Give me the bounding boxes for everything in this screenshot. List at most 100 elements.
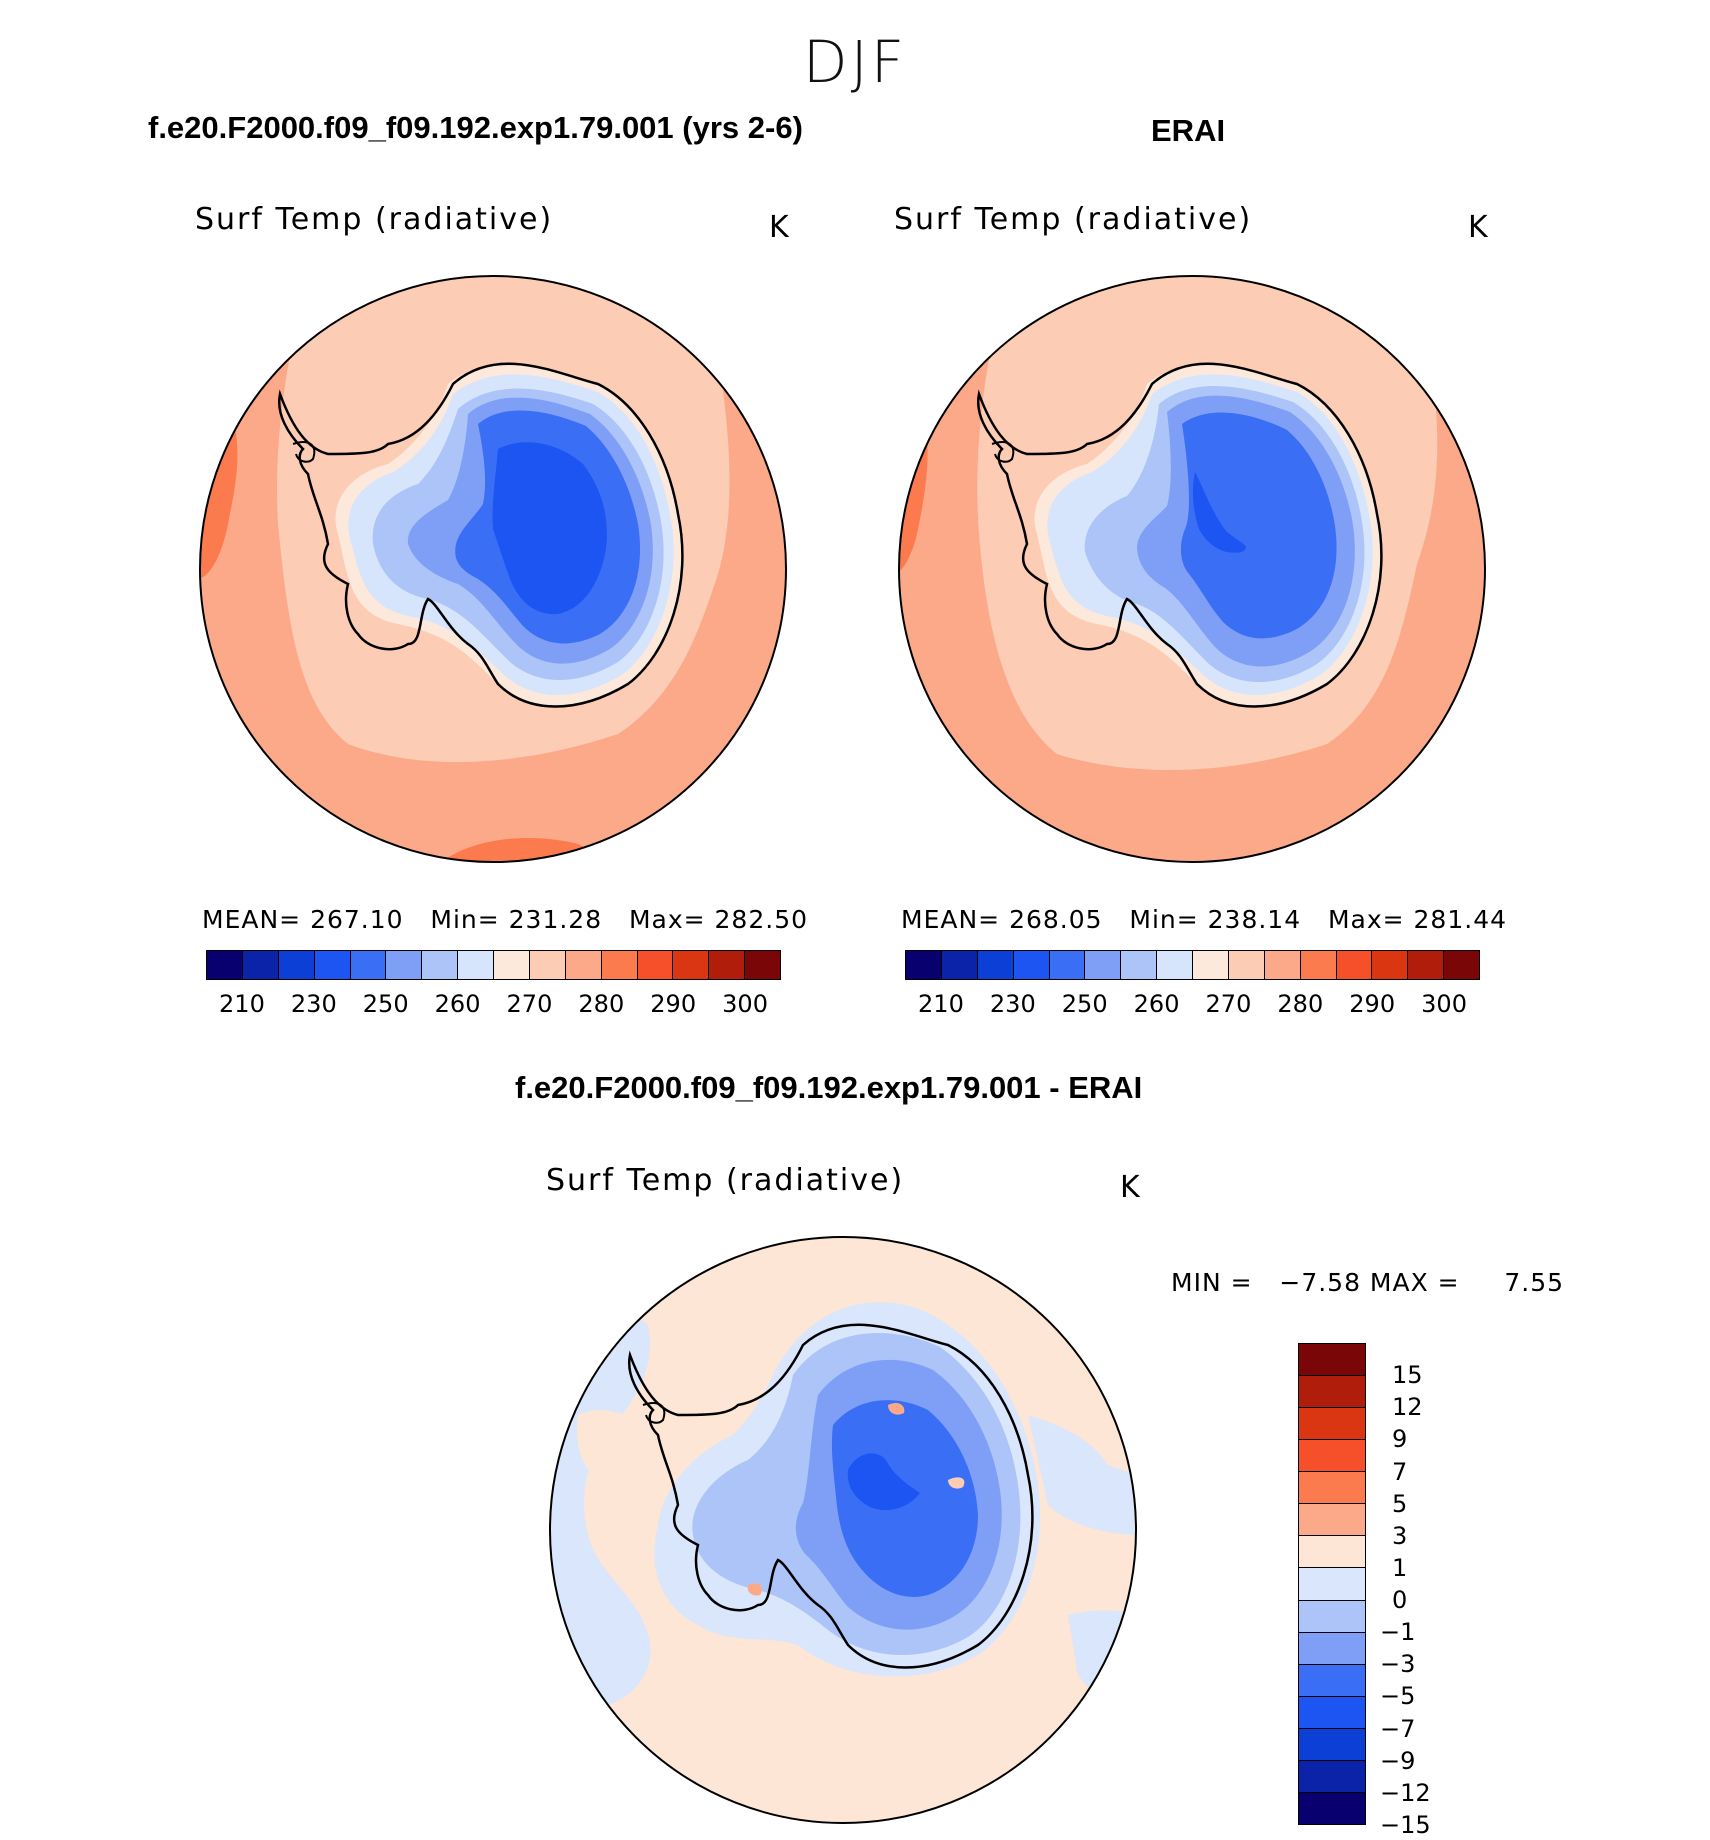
- colorbar-tick-label: 1: [1392, 1553, 1408, 1582]
- colorbar-swatch: [745, 951, 780, 979]
- colorbar-tick-label: 0: [1392, 1586, 1408, 1615]
- colorbar-swatch: [350, 951, 387, 979]
- colorbar-swatch: [941, 951, 978, 979]
- colorbar-tick-label: 9: [1392, 1425, 1408, 1454]
- colorbar-swatch: [1300, 951, 1337, 979]
- colorbar-swatch: [1444, 951, 1479, 979]
- colorbar-tick-label: 230: [989, 990, 1036, 1018]
- colorbar-swatch: [1408, 951, 1445, 979]
- colorbar-tick-label: 210: [219, 990, 265, 1018]
- colorbar-tick-label: 280: [1277, 990, 1324, 1018]
- obs-stats: MEAN= 268.05 Min= 238.14 Max= 281.44: [901, 905, 1508, 934]
- obs-colorbar: [905, 950, 1480, 980]
- colorbar-tick-label: 260: [434, 990, 481, 1018]
- colorbar-swatch: [1085, 951, 1122, 979]
- obs-map: [898, 275, 1486, 863]
- colorbar-tick-label: 12: [1392, 1393, 1423, 1422]
- model-stats: MEAN= 267.10 Min= 231.28 Max= 282.50: [202, 905, 809, 934]
- colorbar-swatch: [1049, 951, 1086, 979]
- colorbar-swatch: [494, 951, 530, 979]
- colorbar-swatch: [709, 951, 746, 979]
- colorbar-tick-label: −3: [1380, 1650, 1416, 1679]
- colorbar-tick-label: 290: [1349, 990, 1396, 1018]
- diff-unit-label: K: [1120, 1170, 1140, 1205]
- colorbar-tick-label: 5: [1392, 1489, 1408, 1518]
- colorbar-swatch: [1372, 951, 1409, 979]
- diff-colorbar-ticks: 15 12 9 7 5 3 1 0 −1 −3 −5 −7 −9 −12 −15: [1380, 1343, 1460, 1839]
- colorbar-swatch: [1299, 1504, 1365, 1537]
- colorbar-tick-label: 3: [1392, 1521, 1408, 1550]
- colorbar-swatch: [1193, 951, 1229, 979]
- colorbar-swatch: [1299, 1568, 1365, 1601]
- diff-colorbar: [1298, 1343, 1366, 1825]
- colorbar-tick-label: 250: [362, 990, 409, 1018]
- obs-unit-label: K: [1468, 210, 1488, 245]
- colorbar-swatch: [1121, 951, 1158, 979]
- colorbar-swatch: [977, 951, 1014, 979]
- colorbar-tick-label: 280: [578, 990, 625, 1018]
- colorbar-tick-label: 230: [290, 990, 337, 1018]
- colorbar-swatch: [1299, 1600, 1365, 1633]
- colorbar-swatch: [1299, 1440, 1365, 1473]
- colorbar-swatch: [207, 951, 243, 979]
- colorbar-swatch: [565, 951, 602, 979]
- colorbar-swatch: [1299, 1376, 1365, 1409]
- colorbar-tick-label: 15: [1392, 1361, 1423, 1390]
- model-colorbar-ticks: 210 230 250 260 270 280 290 300: [206, 990, 781, 1020]
- colorbar-tick-label: −1: [1380, 1618, 1416, 1647]
- colorbar-tick-label: −15: [1380, 1811, 1431, 1839]
- colorbar-tick-label: 300: [1421, 990, 1467, 1018]
- colorbar-swatch: [637, 951, 674, 979]
- colorbar-swatch: [1299, 1728, 1365, 1761]
- colorbar-swatch: [314, 951, 351, 979]
- colorbar-tick-label: 300: [722, 990, 768, 1018]
- model-unit-label: K: [769, 210, 789, 245]
- colorbar-tick-label: −12: [1380, 1778, 1431, 1807]
- colorbar-tick-label: 270: [506, 990, 553, 1018]
- colorbar-swatch: [1299, 1792, 1365, 1824]
- colorbar-swatch: [1299, 1472, 1365, 1505]
- colorbar-swatch: [906, 951, 942, 979]
- colorbar-swatch: [1299, 1344, 1365, 1377]
- colorbar-tick-label: 210: [918, 990, 964, 1018]
- colorbar-swatch: [242, 951, 279, 979]
- colorbar-swatch: [1264, 951, 1301, 979]
- diff-panel-title: f.e20.F2000.f09_f09.192.exp1.79.001 - ER…: [515, 1070, 1143, 1105]
- colorbar-swatch: [1336, 951, 1373, 979]
- colorbar-swatch: [1299, 1760, 1365, 1793]
- obs-panel-title: ERAI: [1151, 113, 1226, 148]
- colorbar-swatch: [1299, 1632, 1365, 1665]
- diff-minmax: MIN = −7.58 MAX = 7.55: [1171, 1268, 1565, 1297]
- colorbar-swatch: [1299, 1696, 1365, 1729]
- colorbar-swatch: [1299, 1536, 1365, 1569]
- colorbar-tick-label: 250: [1061, 990, 1108, 1018]
- colorbar-swatch: [1013, 951, 1050, 979]
- colorbar-swatch: [1157, 951, 1193, 979]
- colorbar-tick-label: −9: [1380, 1746, 1416, 1775]
- obs-colorbar-ticks: 210 230 250 260 270 280 290 300: [905, 990, 1480, 1020]
- colorbar-swatch: [601, 951, 638, 979]
- obs-variable-label: Surf Temp (radiative): [894, 202, 1253, 237]
- colorbar-swatch: [1228, 951, 1265, 979]
- season-title: DJF: [802, 28, 908, 96]
- diff-variable-label: Surf Temp (radiative): [546, 1163, 905, 1198]
- model-map: [199, 275, 787, 863]
- colorbar-swatch: [529, 951, 566, 979]
- diff-map: [549, 1236, 1137, 1824]
- model-panel-title: f.e20.F2000.f09_f09.192.exp1.79.001 (yrs…: [148, 110, 803, 145]
- colorbar-tick-label: 290: [650, 990, 697, 1018]
- colorbar-swatch: [673, 951, 710, 979]
- colorbar-swatch: [1299, 1664, 1365, 1697]
- colorbar-tick-label: −5: [1380, 1682, 1416, 1711]
- colorbar-swatch: [422, 951, 459, 979]
- colorbar-swatch: [386, 951, 423, 979]
- model-colorbar: [206, 950, 781, 980]
- colorbar-tick-label: −7: [1380, 1714, 1416, 1743]
- colorbar-swatch: [278, 951, 315, 979]
- colorbar-tick-label: 270: [1205, 990, 1252, 1018]
- model-variable-label: Surf Temp (radiative): [195, 202, 554, 237]
- colorbar-tick-label: 7: [1392, 1457, 1408, 1486]
- colorbar-tick-label: 260: [1133, 990, 1180, 1018]
- colorbar-swatch: [1299, 1408, 1365, 1441]
- colorbar-swatch: [458, 951, 494, 979]
